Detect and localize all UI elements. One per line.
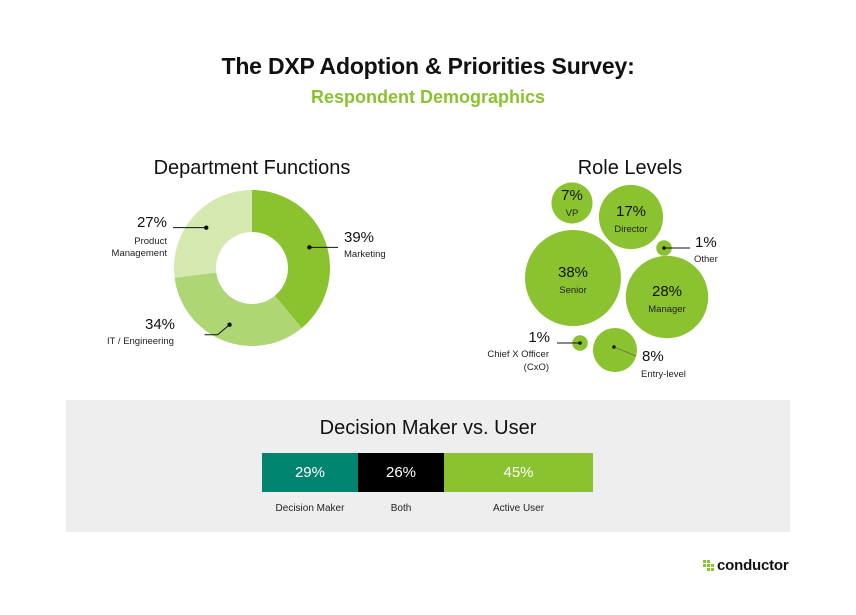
- department-functions-title: Department Functions: [153, 157, 351, 179]
- it-engineering-pct-label: 34%: [145, 316, 175, 333]
- bar-segment-value: 45%: [503, 464, 534, 481]
- vp-name-label: VP: [566, 208, 579, 219]
- bar-segment-decision-maker: 29%: [262, 453, 358, 492]
- bar-segment-active-user: 45%: [444, 453, 593, 492]
- conductor-logo-icon: [703, 560, 714, 571]
- manager-pct-label: 28%: [652, 283, 682, 300]
- page-subtitle: Respondent Demographics: [310, 87, 546, 107]
- chief-x-officer-cxo-name-label: Chief X Officer: [487, 349, 549, 360]
- bar-category-label: Decision Maker: [275, 503, 345, 514]
- decision-maker-title: Decision Maker vs. User: [319, 417, 537, 439]
- bubble-vp: [551, 182, 593, 224]
- manager-name-label: Manager: [648, 304, 686, 315]
- conductor-logo: conductor: [703, 557, 789, 574]
- entry-level-pct-label: 8%: [642, 348, 664, 365]
- product-management-pct-label: 27%: [137, 214, 167, 231]
- page-title: The DXP Adoption & Priorities Survey:: [221, 53, 635, 79]
- bubble-entry-level: [592, 327, 638, 373]
- chief-x-officer-cxo-name-label: (CxO): [524, 362, 549, 373]
- bar-category-label: Both: [390, 503, 412, 514]
- bar-segment-value: 26%: [385, 464, 417, 481]
- bubble-manager: [625, 255, 709, 339]
- leader-line: [613, 346, 637, 357]
- leader-line: [204, 324, 230, 336]
- it-engineering-name-label: IT / Engineering: [107, 336, 174, 347]
- product-management-name-label: Product: [134, 236, 167, 247]
- senior-name-label: Senior: [559, 285, 586, 296]
- other-name-label: Other: [694, 254, 718, 265]
- role-bubble-chart: 7% VP 17% Director 1% Other 38% Senior 28% Manage…: [487, 182, 718, 380]
- logo-text: conductor: [717, 557, 789, 574]
- bubble-senior: [525, 230, 621, 326]
- bar-segment-both: 26%: [357, 453, 445, 492]
- director-pct-label: 17%: [616, 203, 646, 220]
- marketing-pct-label: 39%: [344, 229, 374, 246]
- department-donut-chart: 39% Marketing 34% IT / Engineering 27% Produc…: [107, 190, 386, 347]
- director-name-label: Director: [614, 224, 647, 235]
- vp-pct-label: 7%: [561, 187, 583, 204]
- product-management-name-label: Management: [112, 248, 168, 259]
- role-levels-title: Role Levels: [577, 157, 683, 179]
- donut-slice-marketing: [252, 190, 331, 329]
- other-pct-label: 1%: [695, 234, 717, 251]
- bar-category-label: Active User: [492, 503, 545, 514]
- donut-slice-product-management: [174, 190, 252, 278]
- donut-slice-it-engineering: [174, 272, 302, 347]
- marketing-name-label: Marketing: [344, 249, 386, 260]
- entry-level-name-label: Entry-level: [641, 369, 686, 380]
- bubble-director: [598, 184, 664, 250]
- chief-x-officer-cxo-pct-label: 1%: [528, 329, 550, 346]
- decision-maker-stacked-bar: 29% 26% 45%: [262, 453, 593, 492]
- senior-pct-label: 38%: [558, 264, 588, 281]
- bar-segment-value: 29%: [294, 464, 325, 481]
